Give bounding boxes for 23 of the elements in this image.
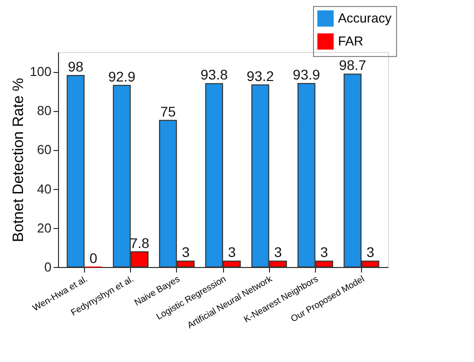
y-tick-label: 0: [44, 260, 52, 274]
y-axis-title: Botnet Detection Rate %: [10, 78, 27, 242]
y-tick-label: 20: [37, 220, 52, 236]
data-label: 93.9: [292, 66, 320, 82]
y-tick-label: 40: [37, 181, 52, 196]
data-label: 3: [228, 244, 236, 260]
data-label: 3: [320, 244, 328, 260]
data-label: 92.9: [108, 68, 136, 84]
data-label: 93.2: [246, 68, 274, 84]
data-label: 3: [274, 244, 282, 260]
data-label: 7.8: [130, 234, 150, 251]
data-label: 98.7: [338, 57, 366, 74]
data-label: 0: [90, 250, 98, 266]
data-label: 93.8: [200, 66, 228, 83]
data-label: 3: [366, 244, 374, 260]
data-label: 98: [68, 58, 84, 74]
y-tick-label: 100: [30, 64, 52, 80]
legend-label: Accuracy: [338, 10, 392, 26]
data-label: 3: [182, 244, 190, 260]
y-tick-label: 80: [37, 103, 52, 118]
legend-label: FAR: [338, 34, 364, 48]
y-tick-label: 60: [37, 142, 52, 158]
data-label: 75: [160, 103, 176, 120]
